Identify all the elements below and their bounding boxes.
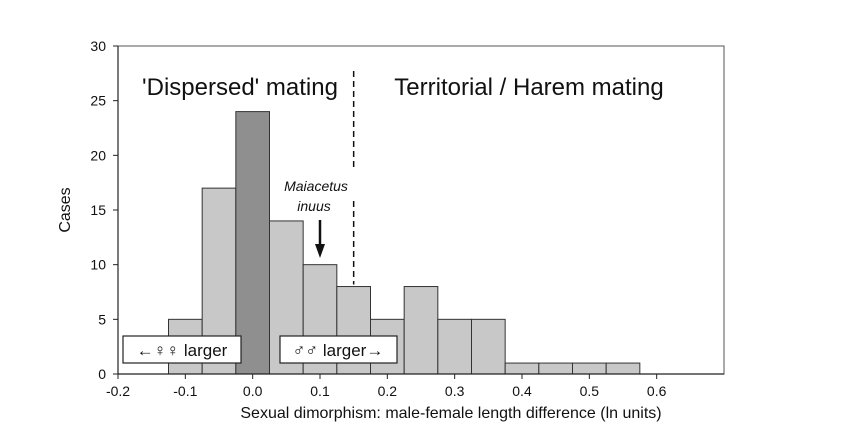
histogram-bar-7 (403, 286, 439, 375)
x-tick-label: -0.1 (173, 383, 197, 399)
histogram-bar-8 (437, 318, 473, 375)
y-axis-title: Cases (57, 187, 74, 232)
y-tick-label: 30 (90, 38, 106, 54)
y-tick-label: 0 (98, 366, 106, 382)
female-larger-box (122, 335, 242, 364)
x-tick-label: 0.0 (243, 383, 263, 399)
region-right-label-bg (380, 70, 678, 104)
annotation-species-name: inuus (297, 198, 330, 214)
histogram-bar-9 (471, 318, 506, 375)
annotation-species-genus: Maiacetus (284, 178, 348, 194)
region-label-dispersed: 'Dispersed' mating (142, 74, 338, 101)
x-tick-label: 0.1 (310, 383, 330, 399)
x-tick-label: 0.5 (580, 383, 600, 399)
histogram-bar-11 (538, 362, 573, 375)
x-tick-label: 0.3 (445, 383, 465, 399)
y-tick-label: 10 (90, 257, 106, 273)
male-larger-box (279, 335, 398, 364)
histogram-bar-12 (572, 362, 607, 375)
histogram-bar-13 (605, 362, 641, 375)
histogram-bar-10 (504, 362, 540, 375)
y-tick-label: 20 (90, 147, 106, 163)
male-larger-label: ♂♂ larger→ (293, 341, 384, 360)
x-axis: -0.2 -0.1 0.0 0.1 0.2 0.3 0.4 0.5 0.6 (106, 373, 724, 399)
histogram-bars (168, 111, 641, 375)
histogram-bar-2 (235, 111, 270, 375)
x-tick-label: 0.6 (647, 383, 667, 399)
x-tick-label: 0.2 (378, 383, 398, 399)
region-label-territorial: Territorial / Harem mating (394, 74, 663, 101)
y-tick-label: 15 (90, 202, 106, 218)
x-axis-title: Sexual dimorphism: male-female length di… (240, 405, 661, 422)
y-axis: 0 5 10 15 20 25 30 (90, 38, 119, 382)
x-tick-label: 0.4 (512, 383, 532, 399)
annotation-arrow-head (315, 244, 325, 258)
y-tick-label: 5 (98, 311, 106, 327)
x-tick-label: -0.2 (106, 383, 130, 399)
female-larger-label: ←♀♀ larger (137, 341, 228, 360)
divider-gap (349, 170, 358, 198)
y-tick-label: 25 (90, 93, 106, 109)
region-left-label-bg (134, 70, 346, 104)
